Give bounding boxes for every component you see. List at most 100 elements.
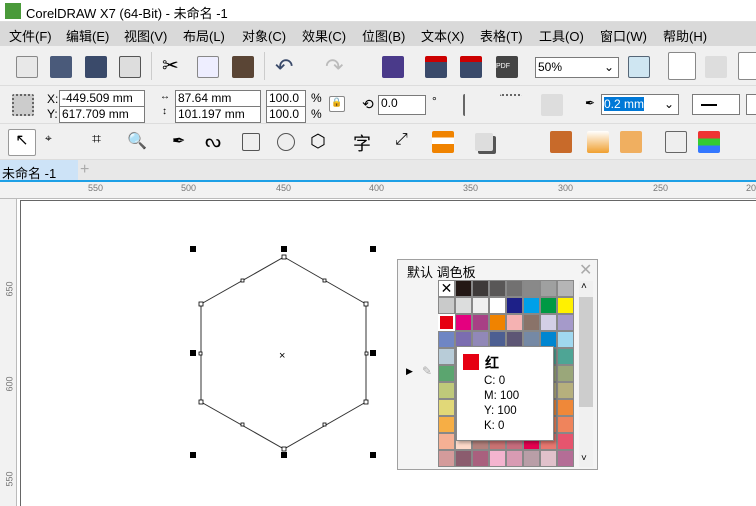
rulers-icon[interactable] — [668, 52, 696, 80]
color-swatch[interactable] — [438, 399, 455, 416]
crop-tool-icon[interactable]: ⌗ — [92, 131, 102, 148]
color-swatch[interactable] — [489, 314, 506, 331]
color-swatch[interactable] — [557, 365, 574, 382]
color-swatch[interactable] — [438, 433, 455, 450]
color-swatch[interactable] — [540, 314, 557, 331]
redo-icon[interactable]: ↷ — [325, 54, 344, 79]
color-swatch[interactable] — [455, 450, 472, 467]
color-swatch[interactable] — [523, 280, 540, 297]
x-position-field[interactable]: -449.509 mm — [59, 90, 145, 107]
menu-file[interactable]: 文件(F) — [9, 29, 52, 44]
color-swatch[interactable] — [506, 280, 523, 297]
color-swatch[interactable] — [557, 348, 574, 365]
scale-x-field[interactable]: 100.0 — [266, 90, 306, 107]
color-swatch[interactable] — [540, 450, 557, 467]
freehand-tool-icon[interactable]: ✒ — [172, 133, 186, 150]
add-tab-icon[interactable]: + — [80, 161, 90, 178]
drawing-canvas[interactable]: × — [17, 199, 756, 506]
text-tool-icon[interactable]: 字 — [353, 134, 371, 154]
color-swatch[interactable] — [557, 382, 574, 399]
color-swatch[interactable] — [472, 314, 489, 331]
publish-pdf-icon[interactable]: PDF — [496, 56, 518, 78]
smart-fill-icon[interactable] — [620, 131, 642, 153]
vertical-ruler[interactable]: 650 600 550 — [0, 199, 17, 506]
line-style-select[interactable] — [692, 94, 740, 115]
menu-window[interactable]: 窗口(W) — [600, 29, 647, 44]
color-swatch[interactable] — [438, 365, 455, 382]
document-tab[interactable]: 未命名 -1 — [0, 160, 78, 181]
pick-tool-icon[interactable]: ↖ — [8, 129, 36, 156]
outline-width-select[interactable]: 0.2 mm ⌄ — [601, 94, 679, 115]
interactive-fill-icon[interactable] — [587, 131, 609, 153]
color-swatch[interactable] — [455, 280, 472, 297]
color-swatch[interactable] — [506, 450, 523, 467]
menu-edit[interactable]: 编辑(E) — [66, 29, 110, 44]
menu-layout[interactable]: 布局(L) — [183, 29, 225, 44]
color-swatch[interactable] — [506, 297, 523, 314]
color-swatch[interactable] — [557, 331, 574, 348]
undo-icon[interactable]: ↶ — [275, 54, 294, 79]
drop-shadow-icon[interactable] — [475, 133, 493, 151]
color-swatch[interactable] — [557, 280, 574, 297]
scroll-up-icon[interactable]: ˄ — [581, 281, 587, 292]
rotation-field[interactable]: 0.0 — [378, 95, 426, 115]
horizontal-ruler[interactable]: 550 500 450 400 350 300 250 200 — [0, 182, 756, 199]
polygon-tool-icon[interactable]: ⬡ — [310, 131, 326, 151]
copy-icon[interactable] — [197, 56, 219, 78]
menu-text[interactable]: 文本(X) — [421, 29, 465, 44]
grid-icon[interactable] — [705, 56, 727, 78]
object-properties-icon[interactable] — [665, 131, 687, 153]
color-swatch[interactable] — [455, 314, 472, 331]
start-arrow-select[interactable] — [746, 94, 756, 115]
color-swatch[interactable] — [557, 297, 574, 314]
zoom-select[interactable]: 50% ⌄ — [535, 57, 619, 78]
menu-view[interactable]: 视图(V) — [124, 29, 168, 44]
dimension-tool-icon[interactable]: ⤢ — [395, 131, 408, 148]
scroll-thumb[interactable] — [579, 297, 593, 407]
mirror-vertical-icon[interactable] — [500, 94, 522, 116]
print-icon[interactable] — [119, 56, 141, 78]
close-icon[interactable]: ✕ — [579, 262, 593, 279]
y-position-field[interactable]: 617.709 mm — [59, 106, 145, 123]
width-field[interactable]: 87.64 mm — [175, 90, 261, 107]
artistic-media-icon[interactable]: ᔓ — [205, 131, 222, 151]
color-swatch[interactable] — [523, 297, 540, 314]
color-swatch[interactable] — [506, 314, 523, 331]
color-swatch[interactable] — [438, 416, 455, 433]
corel-connect-icon[interactable] — [382, 56, 404, 78]
color-swatch[interactable] — [489, 297, 506, 314]
color-swatch[interactable] — [438, 382, 455, 399]
eyedropper-icon[interactable]: ✎ — [422, 364, 433, 378]
menu-table[interactable]: 表格(T) — [480, 29, 523, 44]
reference-point-icon[interactable] — [12, 94, 34, 116]
color-swatch[interactable] — [438, 348, 455, 365]
color-swatch[interactable] — [557, 399, 574, 416]
color-swatch[interactable] — [438, 297, 455, 314]
new-document-icon[interactable] — [16, 56, 38, 78]
color-swatch[interactable] — [489, 280, 506, 297]
open-icon[interactable] — [50, 56, 72, 78]
color-swatch[interactable] — [523, 314, 540, 331]
menu-effects[interactable]: 效果(C) — [302, 29, 347, 44]
color-swatch[interactable] — [438, 450, 455, 467]
menu-tools[interactable]: 工具(O) — [539, 29, 584, 44]
color-swatch[interactable] — [557, 450, 574, 467]
save-icon[interactable] — [85, 56, 107, 78]
color-swatch[interactable] — [540, 297, 557, 314]
transform-icon[interactable] — [541, 94, 563, 116]
eyedropper-icon[interactable] — [550, 131, 572, 153]
rectangle-tool-icon[interactable] — [242, 133, 260, 151]
guidelines-icon[interactable] — [738, 52, 756, 80]
color-swatch[interactable] — [523, 450, 540, 467]
color-swatch[interactable] — [557, 314, 574, 331]
color-swatch[interactable] — [557, 416, 574, 433]
palette-scrollbar[interactable]: ˄ ˅ — [579, 281, 593, 467]
shape-tool-icon[interactable]: ⌖ — [45, 131, 52, 145]
color-swatch[interactable] — [455, 297, 472, 314]
color-swatch[interactable] — [489, 450, 506, 467]
color-swatch[interactable] — [438, 314, 455, 331]
paste-icon[interactable] — [232, 56, 254, 78]
lock-ratio-icon[interactable]: 🔒 — [329, 96, 345, 112]
import-icon[interactable] — [425, 56, 447, 78]
color-swatch[interactable] — [472, 297, 489, 314]
